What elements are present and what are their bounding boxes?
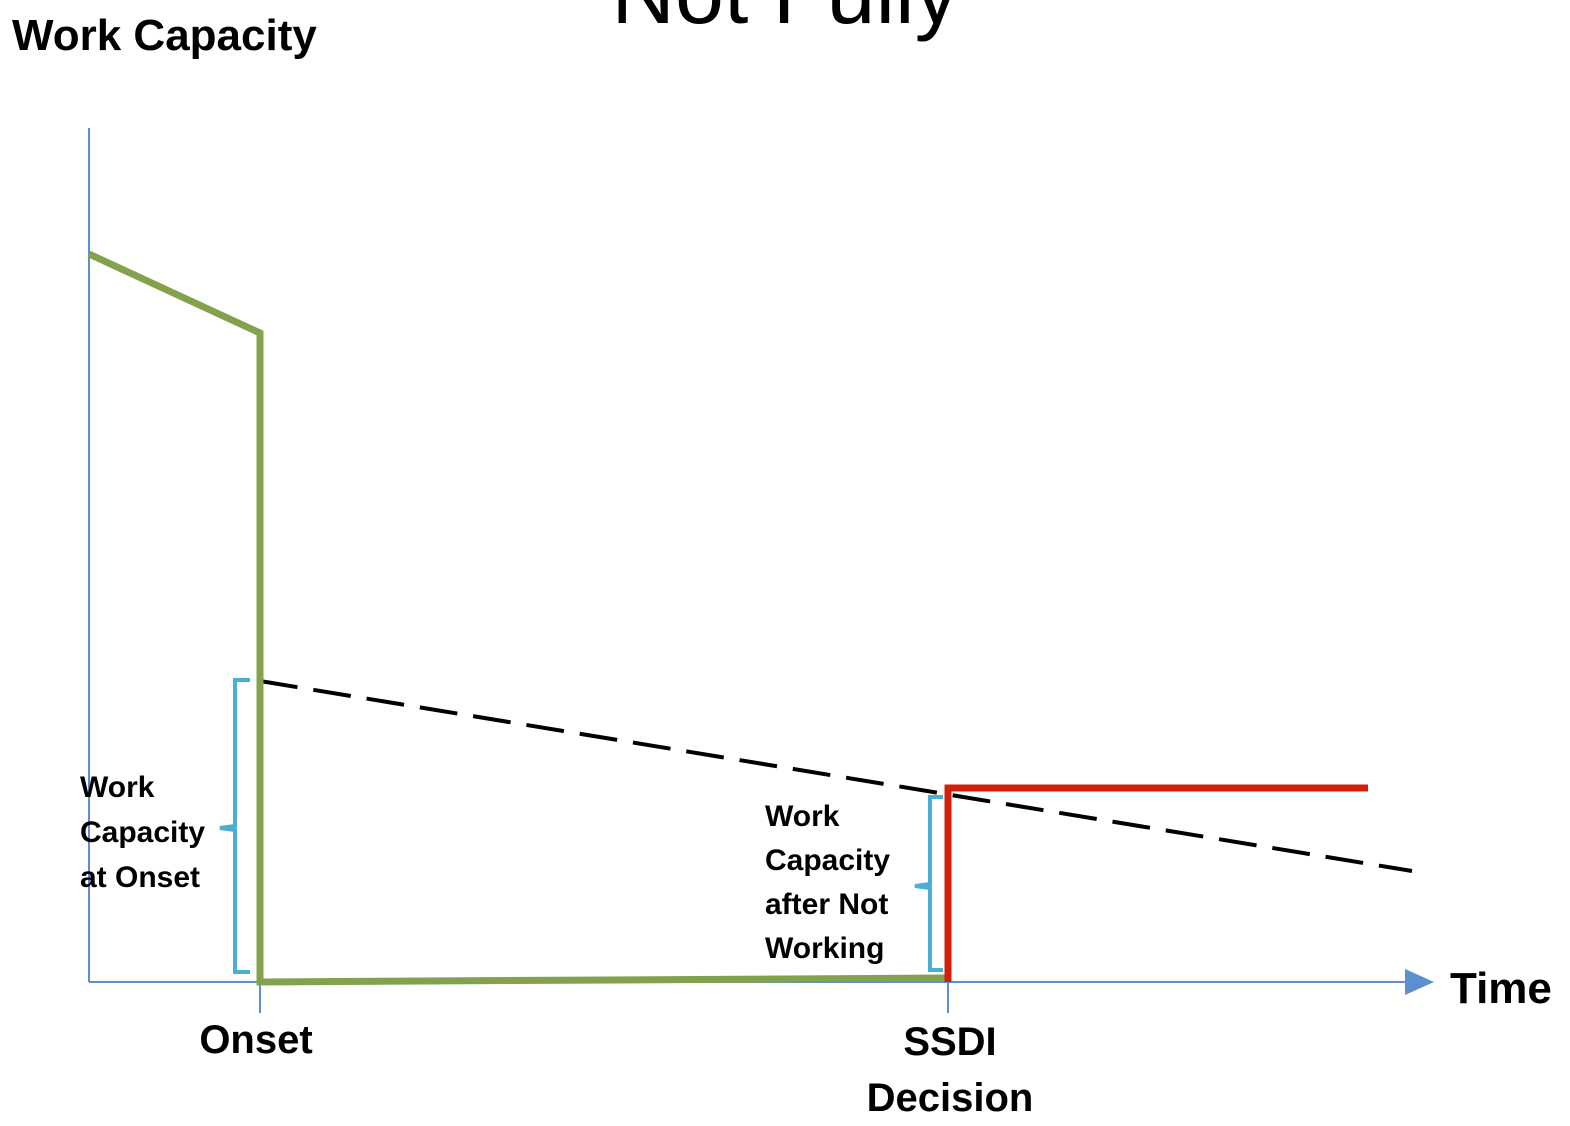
onset-label: Onset	[199, 1018, 313, 1062]
capacity-after-not-working-label: Work Capacity after Not Working	[765, 800, 891, 965]
projected-capacity-dashed-line	[259, 679, 1413, 873]
y-axis-title: Work Capacity	[12, 11, 317, 60]
capacity-at-onset-label: Work Capacity at Onset	[80, 771, 206, 894]
x-axis-title: Time	[1450, 964, 1552, 1013]
ssdi-decision-label: SSDI Decision	[866, 1020, 1034, 1120]
x-axis-arrowhead	[1405, 969, 1434, 995]
diagram-title: Not Fully	[0, 0, 1570, 44]
after-not-working-brace	[914, 795, 943, 972]
capacity-after-decision-line	[944, 784, 1368, 982]
onset-capacity-brace	[219, 678, 250, 974]
work-capacity-line	[87, 250, 949, 986]
